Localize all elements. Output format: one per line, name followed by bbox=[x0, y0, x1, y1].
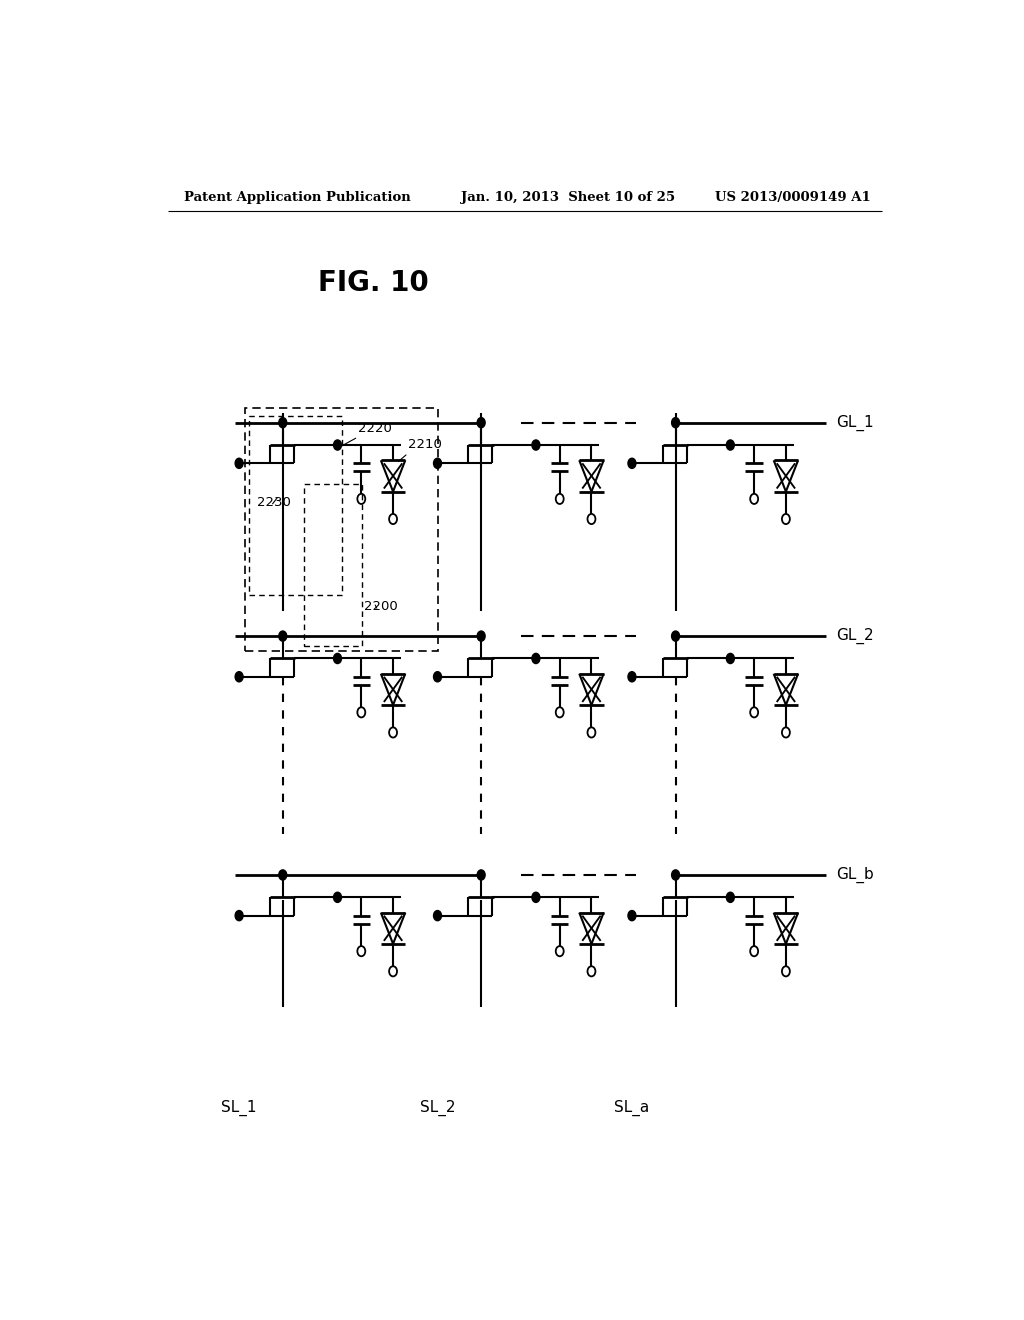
Circle shape bbox=[477, 631, 485, 642]
Circle shape bbox=[672, 631, 680, 642]
Circle shape bbox=[334, 440, 341, 450]
Text: SL_2: SL_2 bbox=[420, 1100, 456, 1115]
Text: GL_1: GL_1 bbox=[836, 414, 873, 430]
Circle shape bbox=[726, 440, 734, 450]
Text: 2200: 2200 bbox=[364, 599, 397, 612]
Circle shape bbox=[334, 892, 341, 903]
Circle shape bbox=[477, 870, 485, 880]
Circle shape bbox=[672, 870, 680, 880]
Circle shape bbox=[236, 458, 243, 469]
Circle shape bbox=[531, 440, 540, 450]
Text: 2210: 2210 bbox=[409, 438, 442, 451]
Circle shape bbox=[726, 892, 734, 903]
Text: US 2013/0009149 A1: US 2013/0009149 A1 bbox=[715, 190, 871, 203]
Circle shape bbox=[477, 417, 485, 428]
Text: GL_2: GL_2 bbox=[836, 628, 873, 644]
Text: FIG. 10: FIG. 10 bbox=[318, 268, 429, 297]
Circle shape bbox=[334, 653, 341, 664]
Circle shape bbox=[279, 417, 287, 428]
Text: 2230: 2230 bbox=[257, 496, 291, 510]
Text: 2220: 2220 bbox=[358, 422, 392, 434]
Circle shape bbox=[433, 911, 441, 921]
Circle shape bbox=[531, 653, 540, 664]
Text: Jan. 10, 2013  Sheet 10 of 25: Jan. 10, 2013 Sheet 10 of 25 bbox=[461, 190, 676, 203]
Text: SL_a: SL_a bbox=[614, 1100, 649, 1115]
Circle shape bbox=[236, 672, 243, 682]
Circle shape bbox=[279, 870, 287, 880]
Text: GL_b: GL_b bbox=[836, 867, 873, 883]
Circle shape bbox=[433, 672, 441, 682]
Text: Patent Application Publication: Patent Application Publication bbox=[183, 190, 411, 203]
Text: SL_1: SL_1 bbox=[221, 1100, 257, 1115]
Circle shape bbox=[628, 458, 636, 469]
Circle shape bbox=[628, 911, 636, 921]
Circle shape bbox=[279, 631, 287, 642]
Circle shape bbox=[236, 911, 243, 921]
Bar bbox=[249, 416, 342, 595]
Bar bbox=[304, 483, 362, 647]
Circle shape bbox=[726, 653, 734, 664]
Circle shape bbox=[628, 672, 636, 682]
Circle shape bbox=[672, 417, 680, 428]
Circle shape bbox=[433, 458, 441, 469]
Bar bbox=[246, 408, 437, 651]
Circle shape bbox=[531, 892, 540, 903]
